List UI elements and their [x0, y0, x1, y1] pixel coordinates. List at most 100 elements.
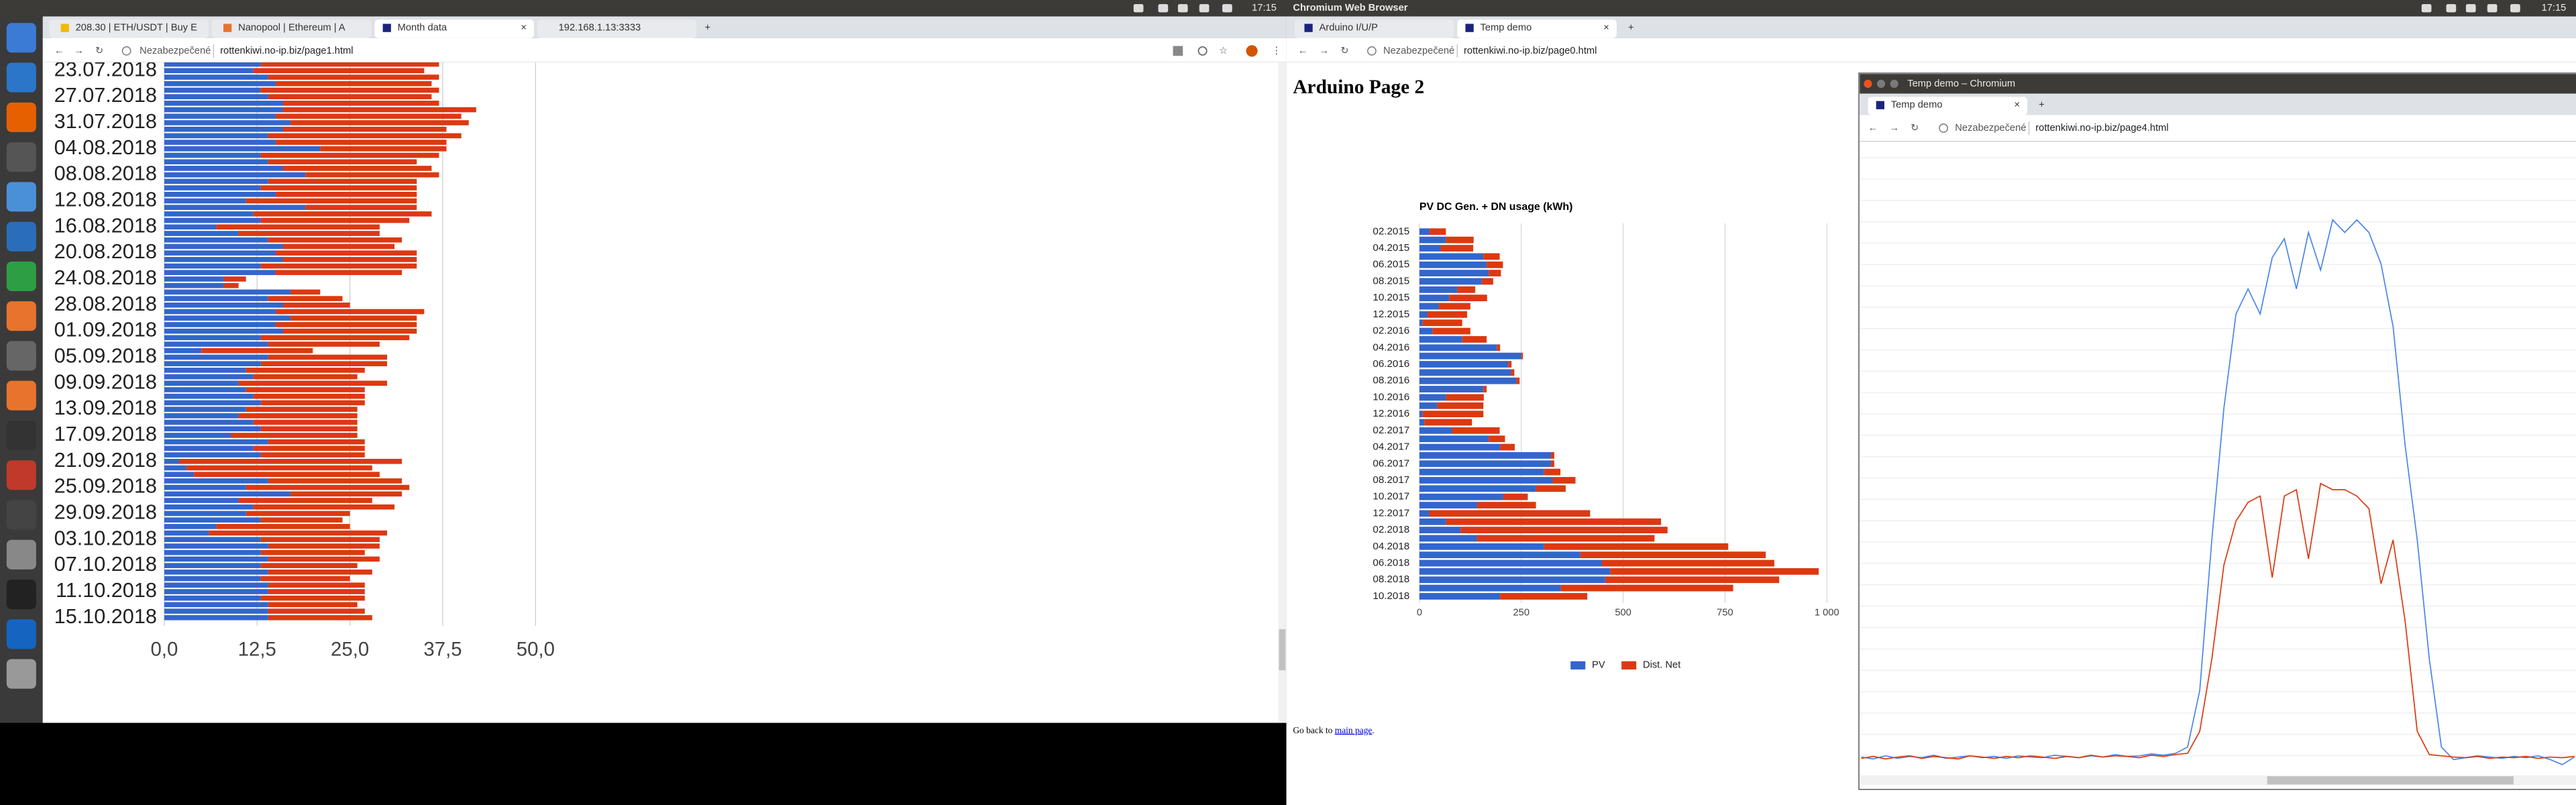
back-button[interactable]: ←: [54, 46, 64, 56]
tab[interactable]: [211, 19, 372, 38]
bar: [164, 263, 261, 269]
launcher-icon[interactable]: [6, 62, 36, 93]
indicator-icon[interactable]: [2446, 4, 2457, 13]
indicator-icon[interactable]: [2421, 4, 2432, 13]
launcher-icon[interactable]: [6, 619, 36, 649]
bar: [164, 68, 254, 74]
url[interactable]: rottenkiwi.no-ip.biz/page4.html: [2035, 123, 2168, 133]
bar: [1419, 443, 1501, 451]
indicator-icon[interactable]: [1158, 4, 1169, 13]
url[interactable]: rottenkiwi.no-ip.biz/page0.html: [1464, 46, 1597, 56]
info-icon[interactable]: [1367, 46, 1377, 56]
temp-chart: [1861, 219, 2575, 765]
scrollbar-thumb[interactable]: [2267, 776, 2514, 785]
tab-active[interactable]: [374, 19, 534, 38]
bar: [260, 452, 365, 458]
new-tab[interactable]: +: [1628, 23, 1634, 34]
new-tab[interactable]: +: [2039, 100, 2045, 111]
info-icon[interactable]: [121, 46, 131, 56]
tab-active[interactable]: [1457, 19, 1617, 38]
y-tick-label: 20.08.2018: [54, 240, 157, 263]
launcher-icon[interactable]: [6, 500, 36, 530]
launcher-icon[interactable]: [6, 460, 36, 490]
launcher-icon[interactable]: [6, 23, 36, 53]
reload-button[interactable]: ↻: [95, 46, 103, 56]
forward-button[interactable]: →: [1889, 123, 1899, 133]
bar: [290, 120, 469, 125]
bookmark-star[interactable]: ☆: [1219, 46, 1228, 56]
indicator-icon[interactable]: [2487, 4, 2498, 13]
forward-button[interactable]: →: [74, 46, 84, 56]
bar: [253, 393, 365, 399]
info-icon[interactable]: [1939, 123, 1948, 133]
bar: [1419, 411, 1423, 418]
bar: [1419, 485, 1536, 492]
close-button[interactable]: [1864, 79, 1872, 89]
back-button[interactable]: ←: [1298, 46, 1308, 56]
menu-button[interactable]: ⋮: [1272, 46, 1282, 56]
popup-window: Temp demo – Chromium Temp demo × + ← → ↻…: [1858, 72, 2576, 790]
launcher-icon[interactable]: [6, 301, 36, 331]
bar: [1419, 576, 1605, 584]
maximize-button[interactable]: [1890, 79, 1898, 89]
url[interactable]: rottenkiwi.no-ip.biz/page1.html: [220, 46, 353, 56]
bar: [1419, 294, 1450, 302]
scrollbar-thumb[interactable]: [1279, 629, 1286, 671]
popup-grid: [1860, 157, 2576, 757]
tab-close[interactable]: ×: [1603, 23, 1609, 34]
launcher-icon[interactable]: [6, 539, 36, 570]
launcher-icon[interactable]: [6, 380, 36, 411]
bar: [1429, 510, 1591, 517]
indicator-icon[interactable]: [1199, 4, 1210, 13]
minimize-button[interactable]: [1876, 79, 1886, 89]
tab-close[interactable]: ×: [521, 23, 527, 34]
bar: [1560, 584, 1733, 592]
tab[interactable]: [537, 19, 697, 38]
bar: [164, 120, 291, 125]
toolbar-icon[interactable]: [1173, 46, 1183, 56]
bar: [1483, 253, 1500, 260]
forward-button[interactable]: →: [1320, 46, 1330, 56]
launcher-icon[interactable]: [6, 261, 36, 291]
bar: [268, 439, 365, 445]
bar: [238, 380, 387, 386]
tab-active[interactable]: [1868, 97, 2028, 115]
launcher-icon[interactable]: [6, 221, 36, 252]
reload-button[interactable]: ↻: [1340, 46, 1348, 56]
y-tick-label: 09.09.2018: [54, 370, 157, 393]
bar: [1419, 236, 1446, 244]
extension-icon[interactable]: [1246, 45, 1258, 57]
indicator-icon[interactable]: [2510, 4, 2520, 13]
indicator-icon[interactable]: [2465, 4, 2476, 13]
launcher-icon[interactable]: [6, 341, 36, 371]
y-tick-label: 13.09.2018: [54, 396, 157, 419]
bar: [1481, 278, 1493, 285]
bar: [283, 257, 417, 262]
x-tick-label: 37,5: [423, 639, 462, 661]
bar: [1430, 228, 1446, 235]
back-button[interactable]: ←: [1868, 123, 1878, 133]
tab[interactable]: [49, 19, 209, 38]
indicator-icon[interactable]: [1133, 4, 1144, 13]
launcher-icon[interactable]: [6, 659, 36, 689]
launcher-icon[interactable]: [6, 580, 36, 610]
footer-link[interactable]: main page: [1335, 725, 1373, 735]
tab-close[interactable]: ×: [2014, 100, 2020, 111]
bar: [1500, 443, 1515, 451]
zoom-icon[interactable]: [1197, 46, 1208, 56]
indicator-icon[interactable]: [1222, 4, 1232, 13]
launcher-icon[interactable]: [6, 102, 36, 132]
tab[interactable]: [1294, 19, 1454, 38]
y-tick-label: 11.10.2018: [56, 579, 157, 602]
bar: [1602, 559, 1774, 567]
bar: [1419, 551, 1580, 559]
legend-label: Dist. Net: [1643, 660, 1680, 671]
bar: [164, 445, 254, 451]
indicator-icon[interactable]: [1177, 4, 1188, 13]
launcher-icon[interactable]: [6, 182, 36, 212]
reload-button[interactable]: ↻: [1911, 123, 1919, 133]
launcher-icon[interactable]: [6, 142, 36, 172]
new-tab[interactable]: +: [705, 23, 711, 34]
launcher-icon[interactable]: [6, 420, 36, 451]
bar: [164, 126, 284, 132]
